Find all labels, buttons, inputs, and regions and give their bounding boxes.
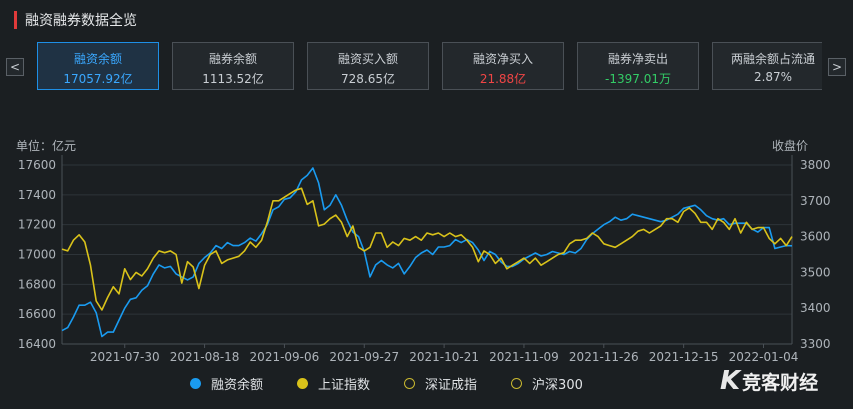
x-tick-label: 2021-07-30 — [90, 350, 160, 364]
y-right-tick-label: 3300 — [800, 337, 831, 351]
y-right-tick-label: 3400 — [800, 301, 831, 315]
x-tick-label: 2021-10-21 — [409, 350, 479, 364]
brand-logo: K 竞客财经 — [720, 366, 818, 396]
y-left-tick-label: 17400 — [18, 188, 56, 202]
legend-label: 沪深300 — [532, 377, 583, 393]
legend-label: 上证指数 — [318, 377, 371, 393]
card-value: 728.65亿 — [341, 72, 395, 86]
y-left-axis-title: 单位：亿元 — [16, 139, 77, 153]
x-tick-label: 2021-12-15 — [649, 350, 719, 364]
page-header: 融资融券数据全览 — [14, 10, 137, 30]
legend-label: 融资余额 — [211, 377, 264, 393]
x-tick-label: 2021-11-26 — [569, 350, 639, 364]
page-title: 融资融券数据全览 — [25, 13, 137, 29]
card-float-ratio[interactable]: 两融余额占流通 2.87% — [712, 42, 822, 90]
card-label: 融券净卖出 — [607, 52, 668, 66]
legend-marker — [404, 377, 416, 389]
card-label: 融资净买入 — [472, 52, 533, 66]
card-value: 1113.52亿 — [202, 72, 264, 86]
legend-marker — [190, 377, 201, 389]
card-margin-net-buy[interactable]: 融资净买入 21.88亿 — [442, 42, 564, 90]
x-tick-label: 2022-01-04 — [729, 350, 799, 364]
card-margin-balance[interactable]: 融资余额 17057.92亿 — [37, 42, 159, 90]
y-right-tick-label: 3800 — [800, 158, 831, 172]
card-value: 21.88亿 — [479, 72, 527, 86]
card-value: 17057.92亿 — [63, 72, 133, 86]
card-label: 两融余额占流通 — [730, 52, 815, 66]
title-accent-bar — [14, 11, 17, 29]
x-tick-label: 2021-09-06 — [250, 350, 320, 364]
y-left-tick-label: 16800 — [18, 277, 56, 291]
series-line-2 — [61, 187, 793, 311]
y-right-tick-label: 3700 — [800, 194, 831, 208]
y-left-tick-label: 17000 — [18, 248, 56, 262]
card-value: -1397.01万 — [605, 72, 671, 86]
card-value: 2.87% — [753, 70, 793, 84]
y-right-tick-label: 3600 — [800, 230, 831, 244]
chart-legend: 融资余额 上证指数 深证成指 沪深300 — [190, 374, 617, 393]
y-right-tick-label: 3500 — [800, 265, 831, 279]
x-tick-label: 2021-11-09 — [489, 350, 559, 364]
card-short-balance[interactable]: 融券余额 1113.52亿 — [172, 42, 294, 90]
card-margin-buy[interactable]: 融资买入额 728.65亿 — [307, 42, 429, 90]
y-left-tick-label: 16600 — [18, 307, 56, 321]
legend-item-sse-index[interactable]: 上证指数 — [297, 374, 370, 393]
logo-mark: K — [720, 366, 741, 396]
x-tick-label: 2021-09-27 — [329, 350, 399, 364]
card-label: 融资余额 — [73, 52, 122, 66]
y-left-tick-label: 17600 — [18, 158, 56, 172]
legend-marker — [511, 377, 523, 389]
y-left-tick-label: 17200 — [18, 218, 56, 232]
legend-item-szse-index[interactable]: 深证成指 — [404, 374, 477, 393]
y-right-axis-title: 收盘价 — [772, 139, 809, 153]
y-left-tick-label: 16400 — [18, 337, 56, 351]
metric-cards: 融资余额 17057.92亿 融券余额 1113.52亿 融资买入额 728.6… — [37, 42, 822, 92]
legend-item-margin-balance[interactable]: 融资余额 — [190, 374, 263, 393]
legend-item-csi300[interactable]: 沪深300 — [511, 374, 583, 393]
card-label: 融资买入额 — [337, 52, 398, 66]
x-tick-label: 2021-08-18 — [170, 350, 240, 364]
legend-marker — [297, 377, 309, 389]
prev-arrow-button[interactable]: < — [6, 58, 24, 76]
card-label: 融券余额 — [208, 52, 257, 66]
next-arrow-button[interactable]: > — [828, 58, 846, 76]
card-short-net-sell[interactable]: 融券净卖出 -1397.01万 — [577, 42, 699, 90]
legend-label: 深证成指 — [425, 377, 478, 393]
logo-text: 竞客财经 — [742, 371, 819, 394]
